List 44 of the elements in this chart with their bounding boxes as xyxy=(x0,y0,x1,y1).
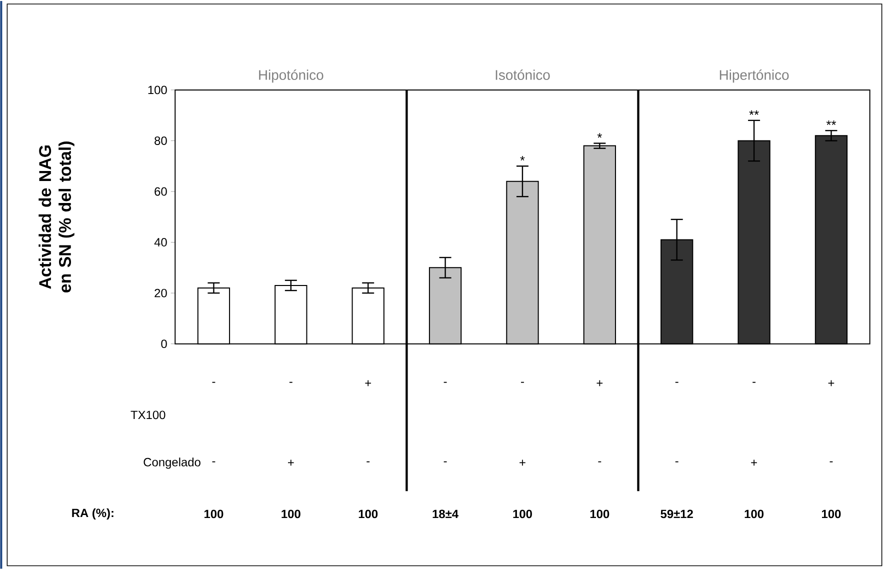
y-tick-label: 20 xyxy=(154,288,167,298)
text: TX100 xyxy=(130,410,166,420)
text: RA (%): xyxy=(72,508,114,520)
text: - xyxy=(521,382,524,383)
text: - xyxy=(444,461,447,462)
text: + xyxy=(751,460,757,466)
text: - xyxy=(830,461,833,462)
text: 59±12 xyxy=(660,510,693,518)
text: Isotónico xyxy=(496,70,550,80)
text: - xyxy=(289,382,292,383)
data-label: ** xyxy=(826,120,836,126)
text: + xyxy=(365,380,371,386)
text: 100 xyxy=(744,510,764,518)
data-label: * xyxy=(597,133,602,138)
text: 100 xyxy=(358,510,378,518)
y-tick-label: 60 xyxy=(154,187,167,196)
text: + xyxy=(520,460,526,466)
y-tick-label: 80 xyxy=(154,136,167,146)
text: 100 xyxy=(282,510,300,518)
text: Hipertónico xyxy=(720,70,789,83)
text: Congelado xyxy=(144,458,200,469)
text: 100 xyxy=(204,510,224,518)
data-label: ** xyxy=(749,110,759,115)
text: - xyxy=(212,461,216,462)
y-axis-title: Actividad de NAG en SN (% del total) xyxy=(38,142,74,293)
text: + xyxy=(288,460,294,466)
text: 100 xyxy=(513,510,532,518)
text: 18±4 xyxy=(432,510,458,518)
text: - xyxy=(675,461,678,462)
text: + xyxy=(596,380,603,386)
text: Hipotónico xyxy=(259,70,324,83)
text: 100 xyxy=(590,510,610,518)
text: - xyxy=(675,382,678,383)
text: 100 xyxy=(822,510,841,518)
y-tick-label: 100 xyxy=(148,86,167,94)
text: - xyxy=(752,382,756,383)
text: + xyxy=(828,380,834,386)
y-tick-label: 0 xyxy=(161,340,167,348)
data-label: * xyxy=(520,156,525,161)
text: - xyxy=(444,382,447,383)
text: - xyxy=(212,382,216,383)
text: - xyxy=(598,461,602,462)
y-tick-label: 40 xyxy=(154,238,167,247)
text: - xyxy=(366,461,370,462)
